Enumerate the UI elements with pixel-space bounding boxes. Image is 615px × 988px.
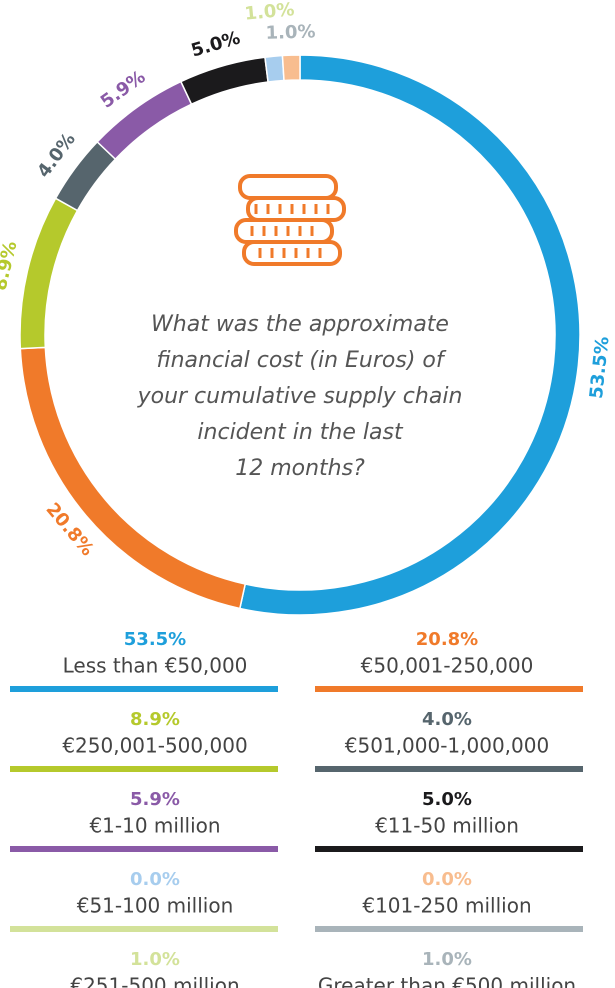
- legend-label: €1-10 million: [89, 814, 220, 838]
- slice-label: 1.0%: [244, 0, 296, 25]
- legend-swatch: [315, 926, 583, 932]
- legend-swatch: [315, 846, 583, 852]
- legend-value: 0.0%: [422, 869, 472, 890]
- legend-value: 5.0%: [422, 789, 472, 810]
- legend-swatch: [10, 686, 278, 692]
- question-line: your cumulative supply chain: [137, 384, 463, 409]
- legend-swatch: [10, 926, 278, 932]
- legend-label: €251-500 million: [70, 974, 239, 988]
- legend-value: 4.0%: [422, 709, 472, 730]
- legend-label: €11-50 million: [375, 814, 519, 838]
- legend-value: 0.0%: [130, 869, 180, 890]
- legend-swatch: [10, 766, 278, 772]
- legend-value: 53.5%: [124, 629, 186, 650]
- legend-label: €250,001-500,000: [62, 734, 247, 758]
- question-line: financial cost (in Euros) of: [156, 348, 446, 373]
- legend-swatch: [315, 686, 583, 692]
- slice: [179, 56, 269, 106]
- legend-label: €51-100 million: [77, 894, 234, 918]
- legend-label: Greater than €500 million: [318, 974, 576, 988]
- slice: [19, 197, 79, 350]
- coin-icon: [234, 174, 346, 266]
- legend-value: 20.8%: [416, 629, 478, 650]
- legend-value: 1.0%: [422, 949, 472, 970]
- legend-label: €50,001-250,000: [361, 654, 534, 678]
- slice-label: 53.5%: [586, 335, 614, 399]
- legend-label: €501,000-1,000,000: [345, 734, 549, 758]
- question-line: incident in the last: [197, 420, 404, 445]
- legend-value: 1.0%: [130, 949, 180, 970]
- legend-label: €101-250 million: [362, 894, 531, 918]
- question-line: What was the approximate: [151, 312, 449, 337]
- slice-label: 1.0%: [265, 21, 316, 44]
- slice-label: 5.0%: [189, 27, 243, 61]
- legend-label: Less than €50,000: [63, 654, 248, 678]
- legend-swatch: [10, 846, 278, 852]
- legend-value: 5.9%: [130, 789, 180, 810]
- legend-value: 8.9%: [130, 709, 180, 730]
- slice-label: 8.9%: [0, 239, 21, 292]
- slice: [281, 54, 301, 82]
- question-line: 12 months?: [235, 456, 365, 481]
- legend-swatch: [315, 766, 583, 772]
- slice: [264, 54, 285, 83]
